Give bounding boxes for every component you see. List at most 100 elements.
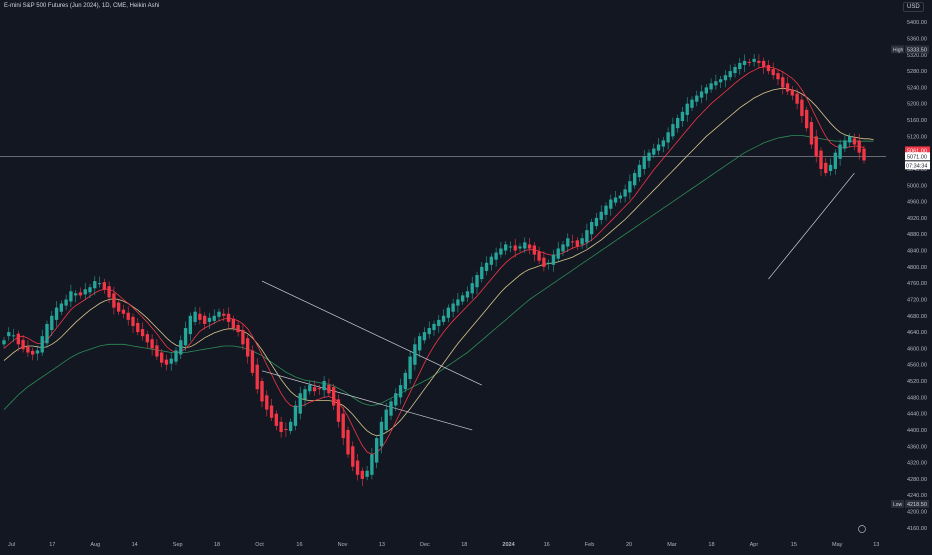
candle-body: [413, 344, 417, 365]
y-tick-label: 5400.00: [907, 20, 927, 26]
candle-body: [78, 292, 83, 296]
y-tick-label: 4560.00: [907, 363, 927, 369]
y-tick-label: 4760.00: [907, 281, 927, 287]
candle-body: [680, 111, 685, 122]
candle-body: [394, 393, 398, 406]
y-tick-label: 4400.00: [907, 428, 927, 434]
ma-slow-line: [3, 135, 874, 410]
candle-body: [857, 140, 861, 153]
ma-fast-line: [3, 66, 865, 455]
candle-body: [632, 173, 637, 186]
candle-body: [245, 338, 250, 357]
currency-button[interactable]: USD: [903, 2, 924, 12]
candle-body: [217, 311, 221, 317]
candle-body: [432, 323, 436, 331]
candle-body: [566, 238, 570, 247]
candle-body: [183, 328, 188, 346]
candle-body: [675, 117, 680, 129]
y-tick-label: 4440.00: [907, 412, 927, 418]
candle-body: [570, 241, 575, 243]
candle-body: [585, 230, 589, 243]
candle-body: [441, 315, 446, 322]
candle-body: [747, 61, 752, 63]
candle-body: [465, 291, 470, 298]
x-tick-label: Aug: [90, 542, 100, 548]
x-tick-label: May: [832, 542, 843, 548]
x-tick-label: Nov: [338, 542, 348, 548]
candle-body: [260, 381, 264, 402]
candle-body: [26, 346, 30, 353]
candle-body: [236, 324, 240, 333]
candle-body: [752, 58, 756, 62]
y-tick-label: 4640.00: [907, 330, 927, 336]
candle-body: [738, 62, 742, 70]
settings-icon[interactable]: [858, 525, 866, 533]
candle-body: [360, 470, 365, 479]
candle-body: [460, 295, 465, 302]
candle-body: [308, 385, 312, 392]
candle-body: [422, 332, 427, 341]
x-tick-label: 13: [873, 542, 879, 548]
high-value-badge: [905, 45, 929, 54]
candle-body: [140, 329, 145, 337]
x-tick-label: Feb: [585, 542, 594, 548]
low-value-text: 4218.50: [907, 502, 927, 508]
candle-body: [241, 330, 245, 345]
candle-body: [537, 251, 541, 261]
last-price-text: 5061.00: [907, 148, 927, 154]
candle-body: [652, 148, 656, 155]
candle-body: [518, 246, 522, 249]
candle-body: [69, 291, 73, 302]
candle-body: [628, 181, 632, 193]
candle-body: [40, 336, 44, 353]
candle-body: [202, 315, 207, 324]
y-tick-label: 5240.00: [907, 85, 927, 91]
trendline[interactable]: [768, 172, 855, 280]
candle-body: [88, 287, 92, 293]
candle-body: [198, 313, 202, 320]
candle-body: [503, 244, 508, 251]
candle-body: [824, 162, 828, 174]
trendline[interactable]: [261, 280, 482, 386]
y-tick-label: 5280.00: [907, 69, 927, 75]
low-value-badge: [905, 499, 929, 508]
candle-body: [714, 81, 718, 86]
candle-body: [575, 240, 580, 247]
price-axis-area[interactable]: [886, 0, 932, 550]
candle-body: [83, 289, 87, 295]
last-price-badge: [905, 146, 930, 155]
candle-body: [456, 299, 460, 306]
candle-body: [862, 148, 866, 161]
y-tick-label: 4600.00: [907, 346, 927, 352]
candle-body: [250, 350, 255, 373]
candle-body: [513, 245, 517, 251]
ma-mid-line: [3, 87, 874, 437]
candle-body: [73, 293, 78, 296]
candle-body: [709, 83, 713, 90]
candle-body: [370, 454, 374, 475]
candle-body: [150, 339, 154, 349]
candle-body: [97, 283, 102, 285]
candle-body: [121, 309, 126, 314]
candle-body: [819, 150, 823, 169]
candle-body: [331, 387, 336, 406]
x-tick-label: 13: [379, 542, 385, 548]
candle-body: [346, 429, 350, 455]
x-tick-label: Oct: [255, 542, 264, 548]
candle-body: [804, 109, 809, 129]
candle-body: [723, 75, 728, 81]
trendline[interactable]: [261, 370, 473, 431]
candle-body: [303, 389, 307, 400]
candle-body: [59, 303, 64, 312]
candle-body: [561, 244, 565, 252]
price-line-text: 5071.00: [907, 154, 927, 160]
y-tick-label: 4320.00: [907, 461, 927, 467]
candle-body: [279, 421, 283, 433]
candle-body: [35, 350, 40, 354]
candle-body: [695, 95, 699, 102]
y-tick-label: 4920.00: [907, 216, 927, 222]
candle-body: [546, 262, 551, 264]
y-tick-label: 4200.00: [907, 510, 927, 516]
